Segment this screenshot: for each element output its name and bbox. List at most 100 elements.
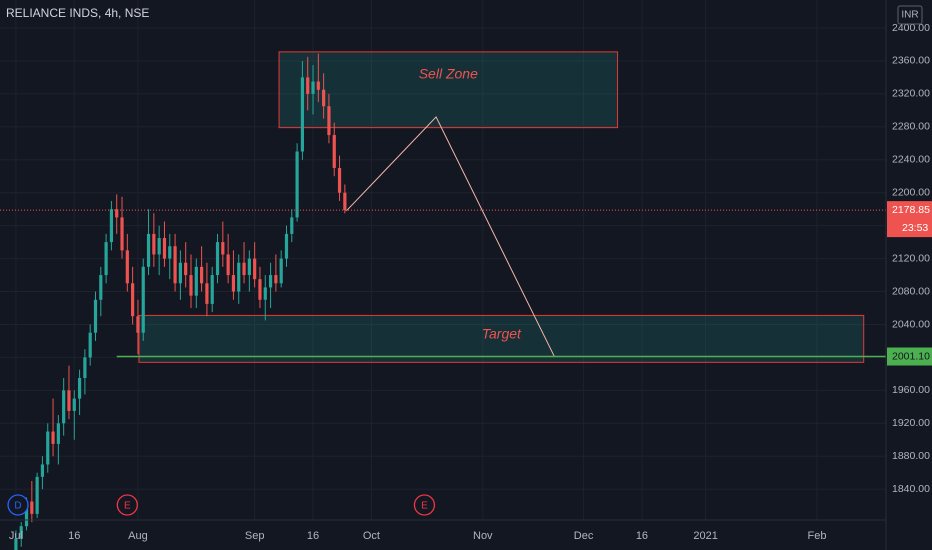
candle-body xyxy=(263,287,267,300)
candle-body xyxy=(258,279,262,300)
candle-body xyxy=(327,106,331,136)
target-price-label: 2001.10 xyxy=(892,350,930,362)
candle-body xyxy=(40,464,45,477)
candle-body xyxy=(19,526,23,539)
candle-body xyxy=(205,283,209,304)
axes: 1840.001880.001920.001960.002000.002040.… xyxy=(9,22,932,542)
candle-body xyxy=(67,390,71,411)
candle-body xyxy=(279,258,283,284)
y-tick-label: 2280.00 xyxy=(892,121,930,133)
candle-body xyxy=(189,275,193,296)
event-label: E xyxy=(124,501,131,512)
event-label: E xyxy=(421,501,428,512)
candle-body xyxy=(72,398,76,411)
x-tick-label: Jul xyxy=(9,530,23,542)
y-tick-label: 2320.00 xyxy=(892,88,930,100)
candle-body xyxy=(14,538,18,550)
x-tick-label: Dec xyxy=(574,530,594,542)
target-price-box xyxy=(887,347,932,366)
zone-label: Sell Zone xyxy=(419,66,478,82)
candle-body xyxy=(35,476,39,514)
candle-body xyxy=(77,378,82,399)
y-tick-label: 2240.00 xyxy=(892,154,930,166)
candle-body xyxy=(184,262,188,276)
candle-body xyxy=(337,168,342,193)
candle-body xyxy=(120,217,124,251)
candle-body xyxy=(131,283,135,317)
candle-body xyxy=(168,246,172,259)
x-tick-label: Nov xyxy=(473,530,493,542)
candle-body xyxy=(62,390,66,424)
candle-body xyxy=(136,316,140,333)
candle-body xyxy=(178,262,182,284)
y-tick-label: 2040.00 xyxy=(892,318,930,330)
x-tick-label: 16 xyxy=(636,530,648,542)
candle-body xyxy=(210,275,214,304)
candle-body xyxy=(215,242,220,276)
event-marker xyxy=(7,494,29,516)
candle-body xyxy=(125,250,129,284)
zone xyxy=(278,51,619,129)
projection-path xyxy=(346,116,555,357)
y-tick-label: 2120.00 xyxy=(892,252,930,264)
y-tick-label: 1960.00 xyxy=(892,384,930,396)
candle-body xyxy=(311,81,315,94)
candle-body xyxy=(146,233,151,267)
x-tick-label: Oct xyxy=(363,530,380,542)
candle-body xyxy=(83,357,87,378)
candle-body xyxy=(253,258,257,280)
last-price-box xyxy=(887,201,932,238)
x-tick-label: 16 xyxy=(68,530,80,542)
candle-body xyxy=(56,423,60,444)
candle-body xyxy=(284,233,289,259)
candle-body xyxy=(115,209,119,218)
candle-body xyxy=(194,266,198,296)
x-tick-label: Feb xyxy=(808,530,827,542)
x-tick-label: Sep xyxy=(245,530,265,542)
y-tick-label: 1920.00 xyxy=(892,417,930,429)
candle-body xyxy=(322,89,326,107)
x-tick-label: 2021 xyxy=(693,530,717,542)
candle-body xyxy=(247,258,251,276)
candle-body xyxy=(268,275,273,288)
y-tick-label: 2200.00 xyxy=(892,186,930,198)
plot: Sell Zone Target D E E xyxy=(0,51,886,550)
candle-body xyxy=(231,275,236,292)
candle-body xyxy=(290,217,294,234)
y-tick-label: 2360.00 xyxy=(892,55,930,67)
candle-body xyxy=(226,254,230,276)
event-marker xyxy=(116,494,138,516)
candle-body xyxy=(24,501,29,527)
x-tick-label: 16 xyxy=(307,530,319,542)
zone-label: Target xyxy=(482,326,522,342)
event-label: D xyxy=(14,501,21,512)
chart-title: RELIANCE INDS, 4h, NSE xyxy=(6,6,149,20)
candle-body xyxy=(51,431,55,444)
candle-body xyxy=(295,151,299,218)
candle-body xyxy=(221,242,225,255)
x-tick-label: Aug xyxy=(128,530,148,542)
candle-body xyxy=(200,266,204,284)
candle-body xyxy=(46,431,50,465)
currency: INR xyxy=(901,10,918,21)
currency-box[interactable] xyxy=(897,5,923,25)
y-tick-label: 1880.00 xyxy=(892,450,930,462)
event-marker xyxy=(413,494,436,516)
candle-body xyxy=(274,275,278,284)
countdown: 23:53 xyxy=(902,222,928,234)
candle-body xyxy=(237,262,241,292)
candle-body xyxy=(157,238,161,255)
candle-body xyxy=(99,275,103,300)
candle-body xyxy=(173,246,177,284)
candle-body xyxy=(152,233,156,255)
candle-body xyxy=(93,299,98,333)
last-price-label: 2178.85 xyxy=(892,204,930,216)
candle-body xyxy=(343,192,347,211)
candle-body xyxy=(300,77,305,152)
candle-body xyxy=(316,81,320,90)
candle-body xyxy=(332,135,336,168)
candle-body xyxy=(242,262,246,276)
